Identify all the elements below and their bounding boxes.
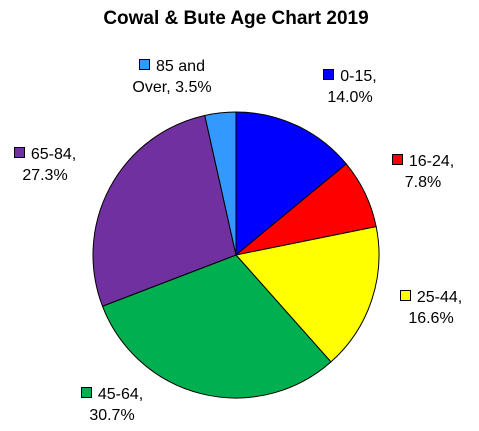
label-text: 85 and Over, 3.5% <box>132 58 212 96</box>
label-text: 45-64, 30.7% <box>89 386 144 424</box>
label-text: 65-84, 27.3% <box>22 146 77 184</box>
legend-key <box>391 154 403 165</box>
data-label: 45-64, 30.7% <box>74 384 150 426</box>
legend-key <box>139 59 151 70</box>
legend-key <box>80 387 92 398</box>
label-text: 0-15, 14.0% <box>327 68 377 106</box>
label-text: 16-24, 7.8% <box>404 153 455 191</box>
data-label: 25-44, 16.6% <box>393 287 469 329</box>
legend-key <box>323 69 335 80</box>
legend-key <box>13 147 25 158</box>
data-label: 0-15, 14.0% <box>312 66 388 108</box>
pie-slice <box>235 111 347 257</box>
pie-slice <box>92 114 237 307</box>
data-label: 65-84, 27.3% <box>7 144 83 186</box>
chart-title: Cowal & Bute Age Chart 2019 <box>103 8 369 29</box>
data-label: 85 and Over, 3.5% <box>127 56 217 98</box>
legend-key <box>399 290 411 301</box>
data-label: 16-24, 7.8% <box>385 151 461 193</box>
pie-slice <box>204 111 237 256</box>
pie-slice <box>101 254 332 399</box>
label-text: 25-44, 16.6% <box>408 289 463 327</box>
pie-slice <box>235 226 380 363</box>
